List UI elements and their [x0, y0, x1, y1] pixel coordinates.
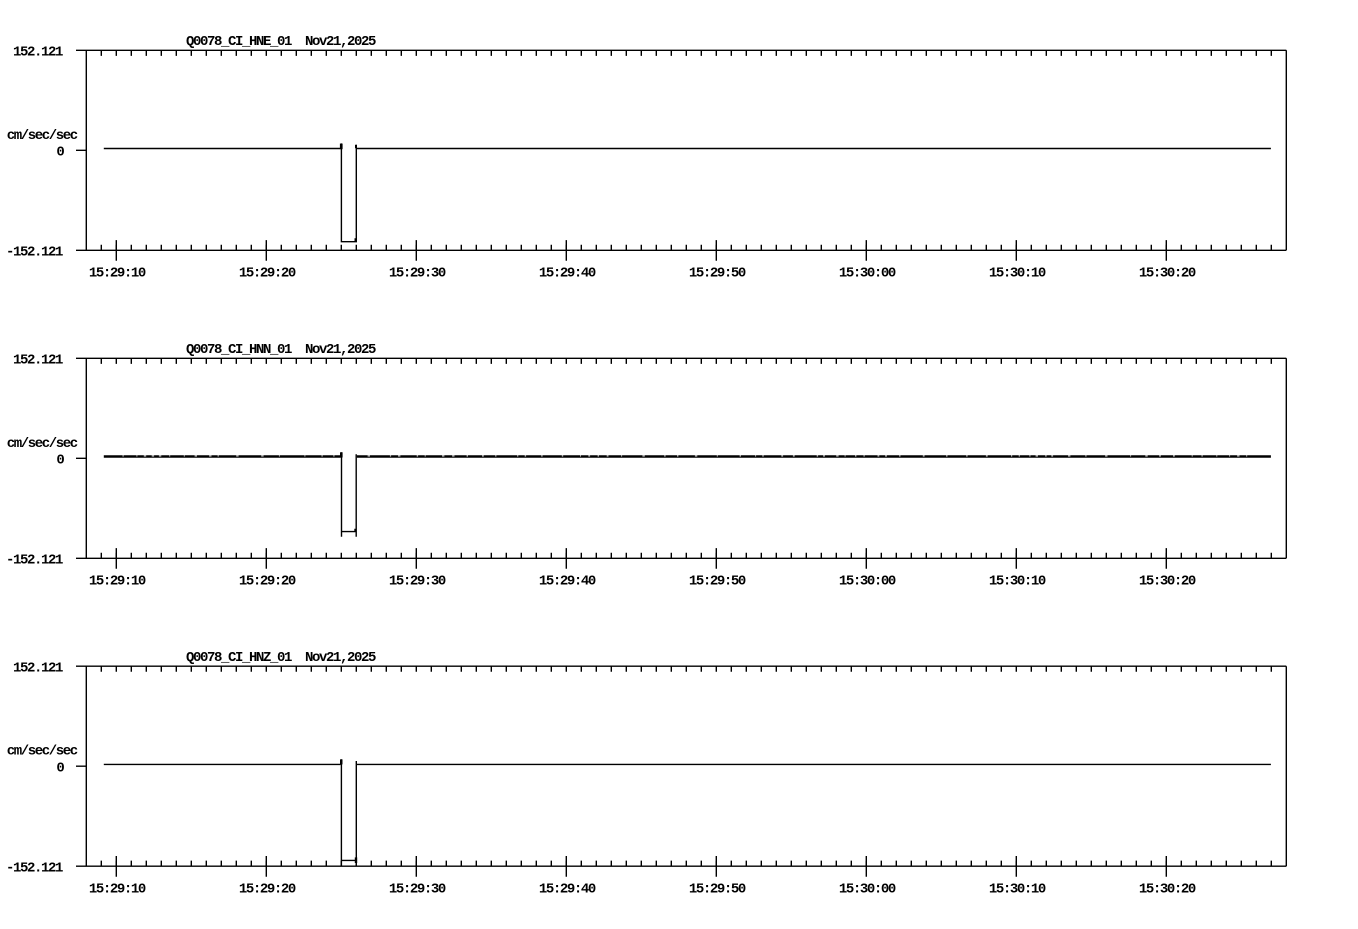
svg-text:Q0078_CI_HNN_01 Nov21,2025: Q0078_CI_HNN_01 Nov21,2025	[186, 342, 376, 358]
svg-text:Q0078_CI_HNZ_01 Nov21,2025: Q0078_CI_HNZ_01 Nov21,2025	[186, 650, 376, 666]
svg-text:15:29:20: 15:29:20	[239, 266, 296, 282]
svg-text:-152.121: -152.121	[6, 861, 63, 877]
svg-text:15:29:30: 15:29:30	[389, 882, 446, 898]
svg-text:15:30:20: 15:30:20	[1139, 882, 1196, 898]
svg-text:-152.121: -152.121	[6, 245, 63, 261]
svg-text:cm/sec/sec: cm/sec/sec	[7, 436, 78, 452]
svg-text:152.121: 152.121	[13, 661, 63, 677]
svg-text:0: 0	[56, 760, 64, 776]
svg-text:15:30:20: 15:30:20	[1139, 266, 1196, 282]
svg-text:15:29:50: 15:29:50	[689, 574, 746, 590]
svg-text:cm/sec/sec: cm/sec/sec	[7, 744, 78, 760]
svg-text:15:29:30: 15:29:30	[389, 266, 446, 282]
svg-text:152.121: 152.121	[13, 353, 63, 369]
svg-text:15:29:10: 15:29:10	[89, 574, 146, 590]
svg-text:15:30:10: 15:30:10	[989, 266, 1046, 282]
svg-text:15:30:10: 15:30:10	[989, 882, 1046, 898]
svg-text:0: 0	[56, 453, 64, 469]
svg-text:Q0078_CI_HNE_01 Nov21,2025: Q0078_CI_HNE_01 Nov21,2025	[186, 34, 376, 50]
svg-text:15:30:00: 15:30:00	[839, 574, 896, 590]
svg-text:15:29:20: 15:29:20	[239, 882, 296, 898]
svg-text:15:29:20: 15:29:20	[239, 574, 296, 590]
svg-text:15:29:10: 15:29:10	[89, 882, 146, 898]
svg-text:15:30:10: 15:30:10	[989, 574, 1046, 590]
svg-text:15:29:40: 15:29:40	[539, 266, 596, 282]
svg-text:15:29:40: 15:29:40	[539, 882, 596, 898]
svg-text:0: 0	[56, 145, 64, 161]
svg-text:15:29:40: 15:29:40	[539, 574, 596, 590]
svg-text:-152.121: -152.121	[6, 553, 63, 569]
svg-text:15:30:00: 15:30:00	[839, 882, 896, 898]
svg-text:15:29:30: 15:29:30	[389, 574, 446, 590]
svg-text:15:29:50: 15:29:50	[689, 882, 746, 898]
svg-text:cm/sec/sec: cm/sec/sec	[7, 128, 78, 144]
svg-text:15:30:00: 15:30:00	[839, 266, 896, 282]
svg-text:15:29:50: 15:29:50	[689, 266, 746, 282]
svg-text:152.121: 152.121	[13, 45, 63, 61]
svg-text:15:30:20: 15:30:20	[1139, 574, 1196, 590]
svg-text:15:29:10: 15:29:10	[89, 266, 146, 282]
